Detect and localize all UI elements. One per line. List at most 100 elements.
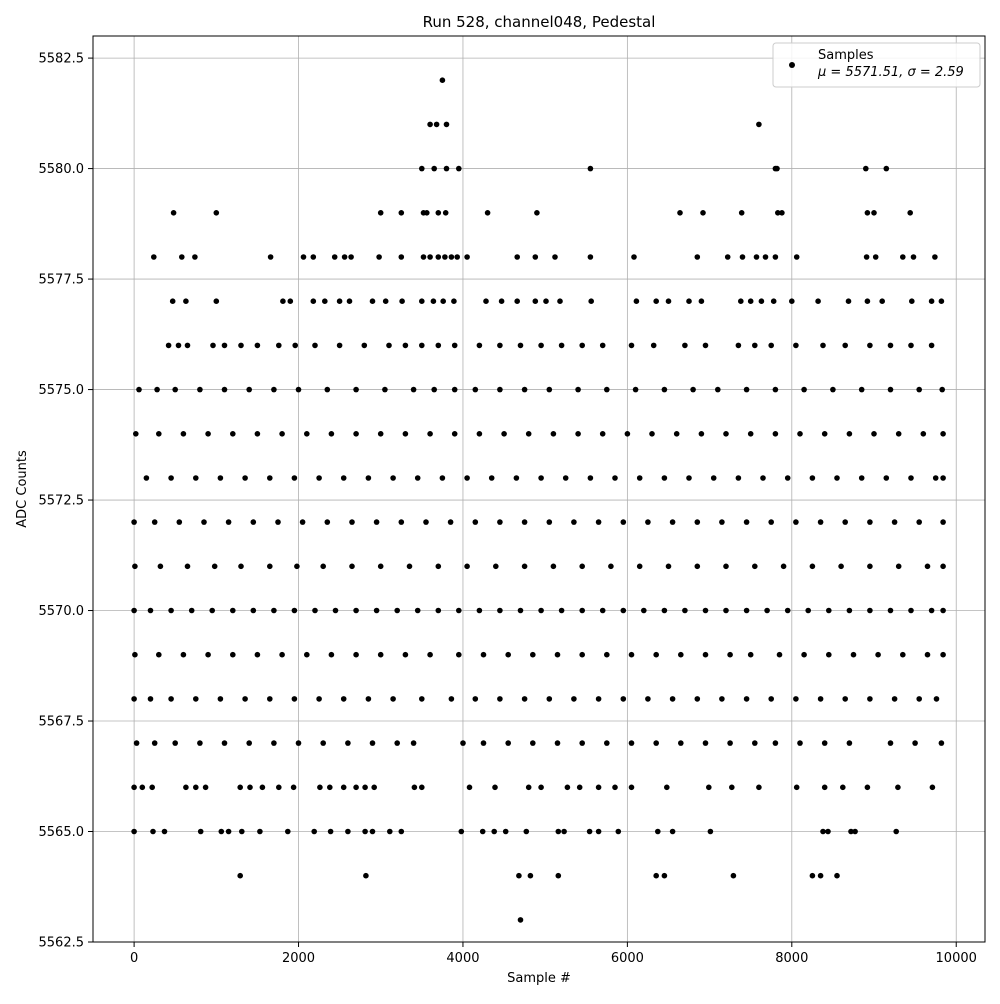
data-point	[599, 431, 606, 437]
data-point	[291, 696, 298, 702]
data-point	[497, 519, 503, 525]
data-point	[530, 651, 536, 658]
data-point	[624, 431, 631, 437]
data-point	[719, 519, 725, 525]
data-point	[940, 651, 946, 658]
data-point	[916, 519, 922, 525]
data-point	[842, 696, 848, 702]
data-point	[353, 651, 359, 658]
data-point	[183, 298, 189, 305]
data-point	[502, 828, 509, 835]
data-point	[419, 784, 425, 791]
data-point	[377, 563, 384, 570]
data-point	[398, 254, 405, 260]
data-point	[348, 254, 354, 260]
data-point	[353, 784, 359, 791]
data-point	[852, 828, 858, 835]
data-point	[530, 740, 536, 746]
y-tick-label: 5577.5	[39, 273, 85, 288]
x-tick-label: 0	[130, 951, 138, 966]
data-point	[938, 298, 945, 305]
data-point	[891, 696, 898, 702]
data-point	[599, 607, 606, 614]
data-point	[772, 431, 779, 437]
data-point	[497, 342, 503, 349]
data-points	[131, 77, 946, 923]
data-point	[382, 298, 389, 305]
data-point	[887, 386, 894, 393]
data-point	[595, 696, 602, 702]
data-point	[575, 386, 581, 393]
data-point	[161, 828, 168, 835]
data-point	[304, 651, 310, 658]
data-point	[770, 298, 777, 305]
data-point	[221, 386, 228, 393]
data-point	[723, 563, 729, 570]
data-point	[197, 386, 203, 393]
data-point	[747, 298, 754, 305]
data-point	[575, 431, 581, 437]
data-point	[331, 254, 338, 260]
data-point	[793, 696, 799, 702]
data-point	[879, 298, 885, 305]
data-point	[887, 740, 894, 746]
data-point	[328, 651, 335, 658]
data-point	[433, 121, 440, 128]
data-point	[133, 431, 139, 437]
data-point	[320, 563, 327, 570]
data-point	[628, 784, 635, 791]
data-point	[221, 740, 228, 746]
data-point	[887, 607, 894, 614]
data-point	[735, 475, 742, 481]
data-point	[579, 563, 585, 570]
data-point	[225, 519, 232, 525]
data-point	[595, 784, 602, 791]
data-point	[550, 563, 557, 570]
data-point	[523, 828, 530, 835]
data-point	[538, 784, 544, 791]
data-point	[653, 298, 659, 305]
data-point	[867, 607, 873, 614]
data-point	[661, 386, 668, 393]
data-point	[310, 254, 317, 260]
data-point	[727, 651, 733, 658]
data-point	[780, 563, 787, 570]
data-point	[817, 696, 824, 702]
data-point	[940, 519, 946, 525]
data-point	[427, 254, 433, 260]
data-point	[390, 475, 396, 481]
data-point	[376, 254, 382, 260]
data-point	[940, 563, 946, 570]
data-point	[527, 872, 534, 879]
data-point	[250, 607, 257, 614]
data-point	[620, 607, 627, 614]
data-point	[872, 254, 879, 260]
data-point	[900, 254, 906, 260]
x-tick-label: 6000	[611, 951, 644, 966]
data-point	[842, 519, 848, 525]
data-point	[427, 431, 433, 437]
data-point	[336, 342, 343, 349]
data-point	[555, 872, 562, 879]
data-point	[636, 475, 643, 481]
data-point	[776, 651, 783, 658]
data-point	[632, 386, 639, 393]
data-point	[612, 784, 618, 791]
data-point	[587, 254, 594, 260]
data-point	[317, 784, 323, 791]
data-point	[346, 298, 353, 305]
data-point	[900, 651, 906, 658]
data-point	[217, 475, 224, 481]
data-point	[156, 431, 162, 437]
data-point	[271, 740, 277, 746]
data-point	[779, 210, 785, 216]
data-point	[369, 740, 376, 746]
data-point	[546, 386, 553, 393]
data-point	[864, 210, 871, 216]
data-point	[498, 298, 505, 305]
data-point	[237, 784, 243, 791]
data-point	[604, 651, 610, 658]
data-point	[193, 475, 199, 481]
data-point	[747, 651, 754, 658]
